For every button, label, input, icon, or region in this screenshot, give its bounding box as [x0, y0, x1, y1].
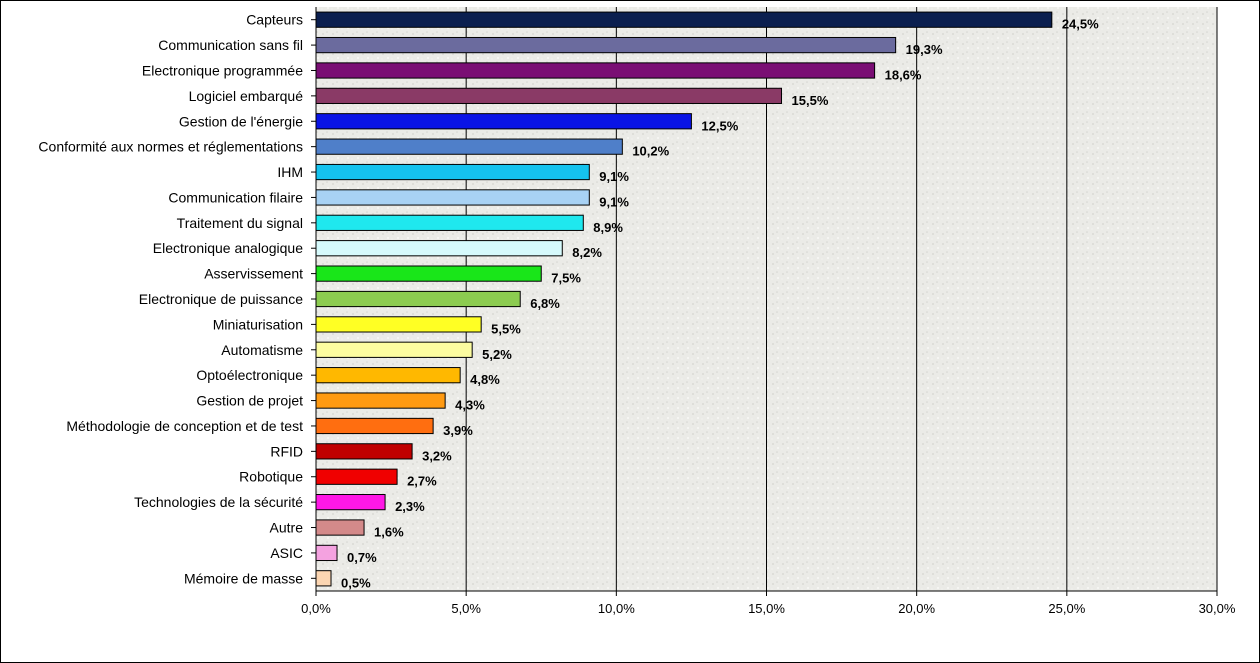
category-label: Traitement du signal: [177, 215, 303, 231]
category-label: Asservissement: [204, 266, 303, 282]
bar: [315, 11, 1053, 28]
data-label: 5,2%: [482, 347, 512, 362]
data-label: 2,7%: [407, 474, 437, 489]
category-label: Communication filaire: [168, 189, 303, 205]
category-label: Electronique de puissance: [139, 291, 303, 307]
data-label: 1,6%: [374, 525, 404, 540]
bar: [315, 392, 446, 409]
data-label: 8,9%: [593, 220, 623, 235]
bar: [315, 214, 584, 231]
data-label: 4,3%: [455, 398, 485, 413]
category-label: Miniaturisation: [213, 316, 303, 332]
category-label: ASIC: [270, 545, 303, 561]
bar: [315, 36, 897, 54]
axes: 0,0% 5,0% 10,0% 15,0% 20,0% 25,0% 30,0% Capteur…: [38, 7, 1236, 616]
bar: [315, 468, 398, 485]
category-label: Technologies de la sécurité: [134, 494, 303, 510]
data-label: 5,5%: [491, 321, 521, 336]
data-label: 12,5%: [701, 118, 738, 133]
bar: [315, 417, 434, 435]
bar: [315, 570, 332, 587]
category-label: Gestion de l'énergie: [179, 113, 303, 129]
bar: [315, 443, 413, 460]
category-label: Communication sans fil: [158, 37, 303, 53]
data-label: 9,1%: [599, 169, 629, 184]
bar: [315, 316, 482, 333]
data-label: 19,3%: [906, 42, 943, 57]
x-tick-label: 10,0%: [598, 601, 635, 616]
category-label: Mémoire de masse: [184, 570, 303, 586]
data-label: 0,5%: [341, 575, 371, 590]
x-tick-label: 30,0%: [1199, 601, 1236, 616]
bar: [315, 113, 692, 130]
bar: [315, 367, 461, 384]
x-tick-label: 15,0%: [748, 601, 785, 616]
data-label: 4,8%: [470, 372, 500, 387]
category-label: Automatisme: [221, 342, 303, 358]
category-label: Méthodologie de conception et de test: [66, 418, 303, 434]
bar: [315, 138, 623, 155]
bar: [315, 62, 876, 79]
x-tick-label: 0,0%: [301, 601, 331, 616]
bar: [315, 87, 783, 104]
data-label: 2,3%: [395, 499, 425, 514]
category-label: Gestion de projet: [196, 393, 303, 409]
data-label: 18,6%: [885, 67, 922, 82]
data-label: 6,8%: [530, 296, 560, 311]
bar: [315, 265, 542, 282]
bar: [315, 544, 338, 562]
category-label: Autre: [270, 520, 304, 536]
data-label: 0,7%: [347, 550, 377, 565]
category-label: Electronique analogique: [153, 240, 303, 256]
data-label: 8,2%: [572, 245, 602, 260]
grid-lines: [465, 7, 1218, 591]
bar: [315, 494, 386, 511]
category-label: Electronique programmée: [142, 62, 303, 78]
bar: [315, 240, 563, 257]
data-label: 15,5%: [792, 93, 829, 108]
bars: 24,5%19,3%18,6%15,5%12,5%10,2%9,1%9,1%8,…: [315, 11, 1099, 590]
x-tick-label: 20,0%: [898, 601, 935, 616]
bar: [315, 290, 521, 308]
data-label: 9,1%: [599, 194, 629, 209]
data-label: 24,5%: [1062, 17, 1099, 32]
category-label: Robotique: [239, 469, 303, 485]
x-tick-label: 25,0%: [1048, 601, 1085, 616]
category-label: RFID: [270, 443, 303, 459]
data-label: 7,5%: [551, 271, 581, 286]
bar: [315, 341, 473, 358]
category-label: Conformité aux normes et réglementations: [38, 139, 303, 155]
data-label: 3,2%: [422, 448, 452, 463]
data-label: 10,2%: [632, 144, 669, 159]
category-label: Capteurs: [246, 12, 303, 28]
bar: [315, 163, 590, 181]
x-tick-label: 5,0%: [451, 601, 481, 616]
bar: [315, 519, 365, 536]
category-label: Optoélectronique: [196, 367, 303, 383]
category-label: IHM: [277, 164, 303, 180]
data-label: 3,9%: [443, 423, 473, 438]
bar: [315, 189, 590, 206]
category-label: Logiciel embarqué: [189, 88, 304, 104]
